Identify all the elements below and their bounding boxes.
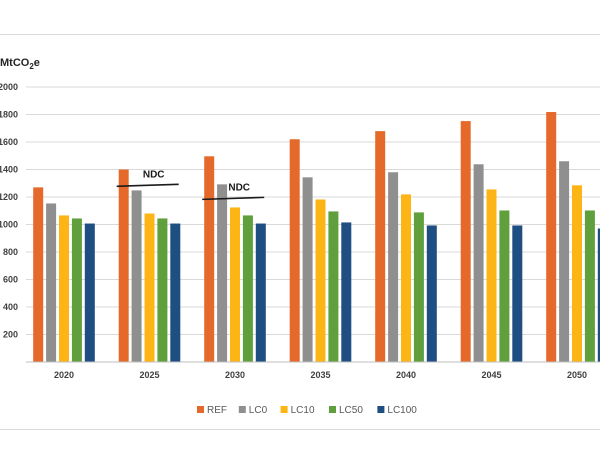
x-axis-ticks: 2020 2025 2030 2035 2040 2045 2050 [54, 370, 587, 380]
legend-swatch [238, 406, 246, 413]
bar-lc0-2035 [302, 177, 313, 362]
legend-label: LC10 [291, 405, 315, 416]
legend-label: LC0 [249, 405, 268, 416]
bar-lc10-2040 [401, 194, 411, 362]
bar-lc0-2020 [46, 203, 57, 362]
bar-lc100-2045 [512, 225, 523, 362]
y-axis-title: MtCO2e [0, 57, 40, 71]
y-tick-label: 1400 [0, 165, 18, 175]
bar-lc100-2030 [255, 223, 266, 362]
y-tick-label: 600 [3, 275, 18, 285]
legend-swatch [377, 406, 385, 413]
legend-item-lc50: LC50 [329, 405, 363, 416]
legend-swatch [329, 406, 336, 413]
bar-lc50-2050 [584, 210, 595, 362]
legend-label: REF [207, 405, 227, 416]
x-tick-label: 2025 [139, 370, 159, 380]
bar-lc0-2050 [559, 161, 570, 362]
bars [33, 112, 600, 363]
bar-lc50-2035 [328, 211, 339, 362]
y-tick-label: 1200 [0, 192, 18, 202]
bar-lc0-2040 [388, 172, 399, 362]
y-tick-label: 2000 [0, 82, 18, 92]
legend-item-lc100: LC100 [377, 405, 417, 416]
ndc-label: NDC [143, 169, 165, 180]
bar-lc50-2020 [71, 218, 82, 362]
ndc-target-line [202, 196, 265, 201]
x-tick-label: 2045 [481, 370, 501, 380]
y-tick-label: 400 [3, 302, 18, 312]
bar-lc50-2025 [157, 218, 168, 362]
bar-ref-2050 [546, 112, 557, 363]
bar-lc0-2045 [473, 164, 484, 362]
legend-swatch [197, 406, 204, 413]
legend-item-ref: REF [197, 405, 227, 416]
bar-lc50-2045 [499, 210, 510, 362]
bar-lc10-2050 [572, 185, 582, 362]
y-axis-ticks: 200 400 600 800 1000 1200 1400 1600 1800 2000 [0, 82, 18, 340]
y-tick-label: 1600 [0, 137, 18, 147]
legend-item-lc0: LC0 [238, 405, 268, 416]
y-tick-label: 1800 [0, 110, 18, 120]
bar-ref-2030 [204, 156, 215, 362]
x-tick-label: 2030 [225, 370, 245, 380]
legend-swatch [280, 406, 288, 413]
bar-lc10-2045 [486, 189, 497, 362]
bar-ref-2040 [375, 131, 386, 362]
bar-lc100-2025 [170, 223, 181, 362]
x-tick-label: 2035 [310, 370, 330, 380]
x-tick-label: 2020 [54, 370, 74, 380]
x-tick-label: 2050 [567, 370, 587, 380]
bar-lc10-2030 [230, 207, 240, 362]
bar-ref-2045 [460, 121, 471, 362]
ndc-annotations: NDC NDC [116, 169, 265, 201]
bar-lc50-2040 [413, 212, 424, 362]
ndc-target-line [116, 183, 179, 188]
bar-ref-2035 [289, 139, 300, 362]
legend: REF LC0 LC10 LC50 LC100 [197, 405, 417, 416]
bar-lc100-2035 [341, 222, 352, 362]
ndc-label: NDC [228, 182, 250, 193]
bar-lc0-2025 [131, 190, 142, 362]
top-border [0, 34, 600, 35]
y-tick-label: 1000 [0, 220, 18, 230]
bar-lc10-2025 [144, 213, 155, 362]
bar-ref-2025 [118, 169, 129, 362]
legend-item-lc10: LC10 [280, 405, 315, 416]
bar-lc100-2040 [426, 225, 437, 362]
bottom-border [0, 429, 600, 430]
legend-label: LC50 [339, 405, 363, 416]
legend-label: LC100 [387, 405, 417, 416]
bar-ref-2020 [33, 187, 44, 362]
bar-lc100-2020 [84, 223, 95, 362]
x-tick-label: 2040 [396, 370, 416, 380]
y-tick-label: 200 [3, 330, 18, 340]
bar-lc50-2030 [242, 215, 253, 362]
bar-lc10-2035 [315, 199, 326, 362]
y-tick-label: 800 [3, 247, 18, 257]
bar-lc10-2020 [59, 215, 69, 362]
bar-lc100-2050 [597, 228, 600, 362]
bar-lc0-2030 [217, 184, 228, 362]
